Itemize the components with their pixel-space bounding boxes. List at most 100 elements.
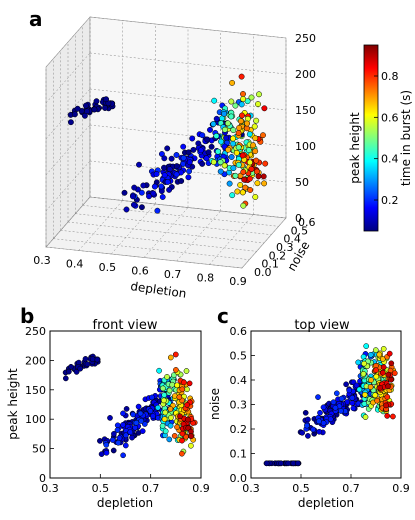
- panel-a-ticks: 0.3 0.4 0.5 0.6 0.7 0.8 0.90.00.10.20.30.40.50…: [33, 32, 316, 288]
- panel-a-xlabel: depletion: [130, 279, 188, 301]
- panel-b-point: [179, 386, 186, 393]
- panel-b-title: front view: [93, 318, 158, 333]
- panel-b-point: [129, 434, 135, 441]
- panel-a-point: [164, 179, 171, 185]
- panel-a-gridline-z: [45, 124, 91, 176]
- panel-a-point: [185, 149, 192, 156]
- panel-b-point: [130, 411, 136, 418]
- colorbar-label: time in burst (s): [399, 90, 413, 186]
- panel-a-point: [197, 147, 204, 154]
- panel-c-point: [390, 413, 396, 420]
- panel-c-point: [353, 382, 360, 389]
- panel-a-point: [223, 134, 230, 141]
- panel-a-point: [261, 180, 268, 187]
- panel-a-xtick-label: 0.4: [66, 258, 84, 271]
- panel-a-point: [225, 146, 232, 153]
- panel-b-point: [110, 447, 117, 454]
- panel-c-point: [367, 384, 374, 390]
- panel-b-point: [62, 375, 69, 382]
- panel-a-point: [67, 119, 74, 126]
- panel-b-xtick-label: 0.5: [92, 482, 110, 495]
- panel-c-point: [391, 370, 398, 377]
- panel-a-3d-scatter: 0.3 0.4 0.5 0.6 0.7 0.8 0.90.00.10.20.30.40.50…: [33, 16, 362, 301]
- panel-b-point: [162, 409, 169, 416]
- panel-c-ytick-label: 0.1: [230, 448, 248, 461]
- panel-a-point: [140, 182, 147, 189]
- colorbar-tick-label: 0.2: [381, 194, 399, 207]
- panel-a-ytick-label: 0.3: [276, 241, 294, 254]
- panel-b-point: [173, 367, 179, 373]
- panel-a-point: [180, 143, 187, 150]
- panel-b-point: [116, 435, 123, 441]
- panel-c-point: [305, 433, 311, 439]
- panel-a-point: [153, 171, 160, 177]
- panel-b-point: [127, 429, 134, 435]
- panel-a-point: [244, 120, 251, 127]
- panel-b-ylabel: peak height: [6, 368, 20, 440]
- panel-b-point: [161, 416, 168, 423]
- panel-a-gridline-z: [45, 196, 91, 248]
- panel-b-point: [167, 354, 174, 361]
- panel-b-point: [139, 428, 146, 434]
- panel-b-point: [123, 406, 130, 412]
- panel-a-point: [151, 183, 158, 190]
- colorbar-tick-label: 0.4: [381, 153, 399, 166]
- panel-a-point: [235, 161, 242, 168]
- panel-a-points: [67, 73, 269, 214]
- panel-a-point: [204, 136, 211, 143]
- panel-b-point: [167, 422, 174, 429]
- panel-c-point: [349, 395, 356, 401]
- panel-c-title: top view: [294, 318, 350, 333]
- panel-c-point: [278, 460, 284, 467]
- panel-a-point: [239, 189, 246, 196]
- panel-letter-b: b: [20, 304, 34, 328]
- panel-c-point: [379, 369, 386, 376]
- panel-b-point: [156, 367, 162, 374]
- panel-a-point: [102, 105, 108, 111]
- panel-c-point: [356, 386, 363, 393]
- panel-a-point: [199, 160, 206, 167]
- panel-c-point: [355, 359, 362, 366]
- panel-a-point: [262, 160, 269, 167]
- panel-b-point: [123, 432, 129, 439]
- panel-a-gridlines: [45, 16, 287, 269]
- panel-a-xtick-label: 0.8: [197, 272, 215, 285]
- panel-a-ztick-label: 0: [295, 212, 302, 225]
- panel-a-point: [210, 159, 217, 166]
- panel-a-point: [221, 162, 228, 169]
- panel-b-point: [179, 450, 185, 457]
- panel-a-point: [261, 105, 268, 112]
- panel-b-point: [177, 413, 183, 420]
- panel-b-point: [120, 421, 126, 428]
- panel-b-point: [97, 438, 103, 444]
- panel-c-point: [346, 387, 353, 394]
- panel-a-point: [253, 157, 260, 164]
- panel-c-point: [385, 383, 391, 390]
- panel-b-front-view: front view 0.3 0.5 0.7 0.9 0 50 100 150 200 250 d…: [6, 318, 210, 510]
- panel-b-ytick-label: 0: [39, 472, 46, 485]
- panel-a-point: [154, 207, 161, 214]
- panel-a-point: [166, 186, 173, 193]
- panel-a-gridline-z: [89, 160, 287, 183]
- panel-b-point: [179, 430, 186, 437]
- panel-a-point: [228, 154, 235, 160]
- panel-b-point: [183, 368, 190, 374]
- panel-b-point: [174, 382, 180, 389]
- panel-a-point: [190, 146, 197, 153]
- panel-b-point: [180, 379, 187, 386]
- panel-a-point: [218, 138, 224, 145]
- panel-c-top-view: top view 0.3 0.5 0.7 0.90.00.10.20.30.40.50…: [208, 318, 410, 510]
- panel-a-point: [180, 154, 187, 161]
- panel-a-point: [207, 126, 213, 133]
- panel-a-point: [237, 182, 244, 188]
- panel-a-point: [185, 174, 192, 181]
- panel-c-point: [338, 395, 345, 402]
- panel-a-point: [121, 189, 128, 196]
- panel-a-xtick-label: 0.6: [131, 265, 149, 278]
- panel-a-point: [199, 132, 206, 139]
- panel-c-point: [380, 346, 387, 352]
- panel-a-point: [255, 101, 261, 108]
- panel-b-point: [141, 421, 148, 427]
- panel-a-point: [236, 124, 243, 131]
- panel-c-point: [330, 399, 337, 406]
